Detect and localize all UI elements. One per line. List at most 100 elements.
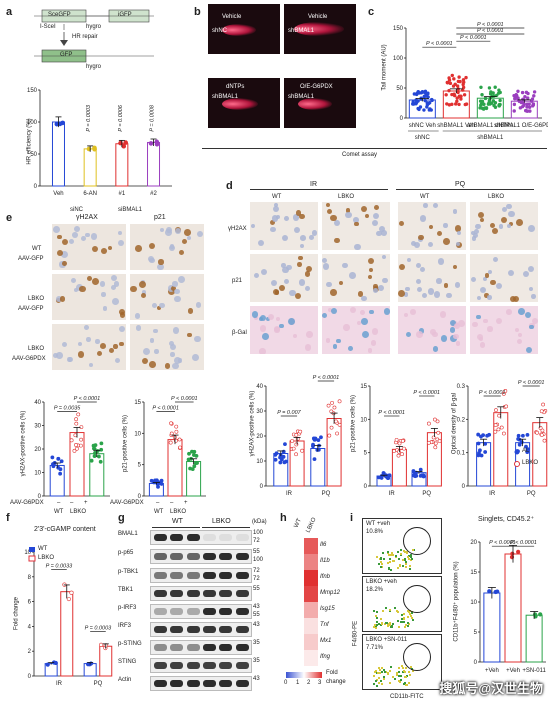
data-point xyxy=(298,429,303,434)
heatmap-cell xyxy=(290,538,304,554)
data-point xyxy=(397,441,402,446)
x-tick-label: #1 xyxy=(118,191,125,197)
data-point xyxy=(494,408,498,413)
bar xyxy=(310,448,326,487)
x-tick-label: 6-AN xyxy=(83,191,97,197)
data-point xyxy=(379,476,384,480)
y-tick-label: 15 xyxy=(360,384,367,390)
y-tick-label: 30 xyxy=(256,409,263,415)
blot-protein-label: BMAL1 xyxy=(118,531,138,537)
x-tick-label: IR xyxy=(489,491,496,497)
d-col-wt-2: WT xyxy=(420,194,430,200)
data-point xyxy=(425,105,429,109)
data-point xyxy=(447,88,451,93)
blot-band xyxy=(219,626,233,633)
y-tick-label: 20 xyxy=(470,540,477,546)
blot-band xyxy=(186,644,200,651)
data-point xyxy=(527,105,532,109)
data-point xyxy=(525,432,530,437)
blot-band xyxy=(219,608,233,615)
blot-band xyxy=(170,662,184,669)
e-sign-4: – xyxy=(156,500,160,506)
data-point xyxy=(532,90,537,94)
data-point xyxy=(493,423,498,427)
data-point xyxy=(274,451,279,456)
e-micrograph xyxy=(130,324,204,370)
blot-band xyxy=(202,680,216,687)
data-point xyxy=(99,447,104,452)
d-micrograph xyxy=(398,306,466,354)
a-ylabel: HR efficiency (%) xyxy=(26,118,33,165)
e-row1-b: AAV-GFP xyxy=(18,256,44,262)
y-tick-label: 0 xyxy=(474,660,478,666)
d-col-lbko-2: LBKO xyxy=(488,194,505,200)
data-point xyxy=(526,91,530,96)
data-point xyxy=(69,438,74,443)
data-point xyxy=(497,413,501,418)
gene-label: Mx1 xyxy=(320,638,332,644)
data-point xyxy=(464,75,468,80)
data-point xyxy=(74,443,78,447)
data-point xyxy=(421,474,426,479)
flow-plot: WT +veh 10.8% xyxy=(362,518,442,574)
data-point xyxy=(97,454,101,459)
d1-ylabel: γH2AX-positive cells (%) xyxy=(249,390,256,457)
data-point xyxy=(529,99,534,103)
flow-percent-label: 18.2% xyxy=(366,587,384,593)
p-value-label: P = 0.0035 xyxy=(54,405,81,411)
data-point xyxy=(411,469,416,473)
molecular-weight-label: 35 xyxy=(253,658,260,664)
hygro2-label: hygro xyxy=(86,64,102,70)
e-x-wt-2: WT xyxy=(154,509,164,515)
data-point xyxy=(50,455,55,460)
molecular-weight-label: 72 xyxy=(253,576,260,582)
e2-ylabel: p21-positive cells (%) xyxy=(122,414,129,473)
y-tick-label: 50 xyxy=(396,86,403,92)
data-point xyxy=(487,86,492,90)
bar xyxy=(483,592,501,663)
p-value-label: P < 0.0001 xyxy=(378,410,405,416)
data-point xyxy=(311,442,315,447)
p-value-label: P = 0.0008 xyxy=(150,104,156,131)
data-point xyxy=(418,467,423,472)
e-micrograph xyxy=(52,324,126,370)
e-micrograph xyxy=(52,224,126,270)
molecular-weight-label: 43 xyxy=(253,622,260,628)
data-point xyxy=(445,81,450,85)
data-point xyxy=(273,457,278,462)
panel-i-letter: i xyxy=(350,512,354,524)
data-point xyxy=(174,424,179,429)
data-point xyxy=(337,399,342,404)
d-legend-lbko: LBKO xyxy=(522,460,539,466)
data-point xyxy=(436,430,441,435)
blot-band xyxy=(186,553,200,560)
flow-sample-label: LBKO +veh xyxy=(366,579,397,585)
f-title: 2'3'-cGAMP content xyxy=(34,526,96,533)
e-sign-5: – xyxy=(170,500,174,506)
data-point xyxy=(334,419,338,424)
panel-f-letter: f xyxy=(6,512,10,524)
e-p21-chart: 0 5 10 15 P < 0.0001 P < 0.0001 xyxy=(134,396,206,500)
data-point xyxy=(73,433,78,438)
data-point xyxy=(479,85,483,89)
y-tick-label: 6 xyxy=(28,600,32,606)
e-row2-b: AAV-GFP xyxy=(18,306,44,312)
y-tick-label: 0 xyxy=(260,484,264,490)
e-aav-label-1: AAV-G6PDX xyxy=(10,500,44,506)
d-micrograph xyxy=(322,306,390,354)
g-kda: (kDa) xyxy=(252,519,267,525)
data-point xyxy=(312,457,317,462)
hygro-label: hygro xyxy=(86,24,102,30)
x-tick-label: shNC Veh xyxy=(409,123,436,129)
i-yaxis-label: F4/80-PE xyxy=(352,620,359,647)
a-group-sinc: siNC xyxy=(70,207,83,213)
blot-strip xyxy=(150,658,252,673)
blot-band xyxy=(219,680,233,687)
blot-band xyxy=(235,644,249,651)
heatmap-cell xyxy=(290,570,304,586)
blot-band xyxy=(235,590,249,597)
data-point xyxy=(495,589,500,594)
molecular-weight-label: 55 xyxy=(253,612,260,618)
hr-efficiency-chart: 0 50 100 150 Veh 6-AN #1 #2 P = 0.0003 P = 0.0006… xyxy=(27,88,172,197)
blot-band xyxy=(202,590,216,597)
